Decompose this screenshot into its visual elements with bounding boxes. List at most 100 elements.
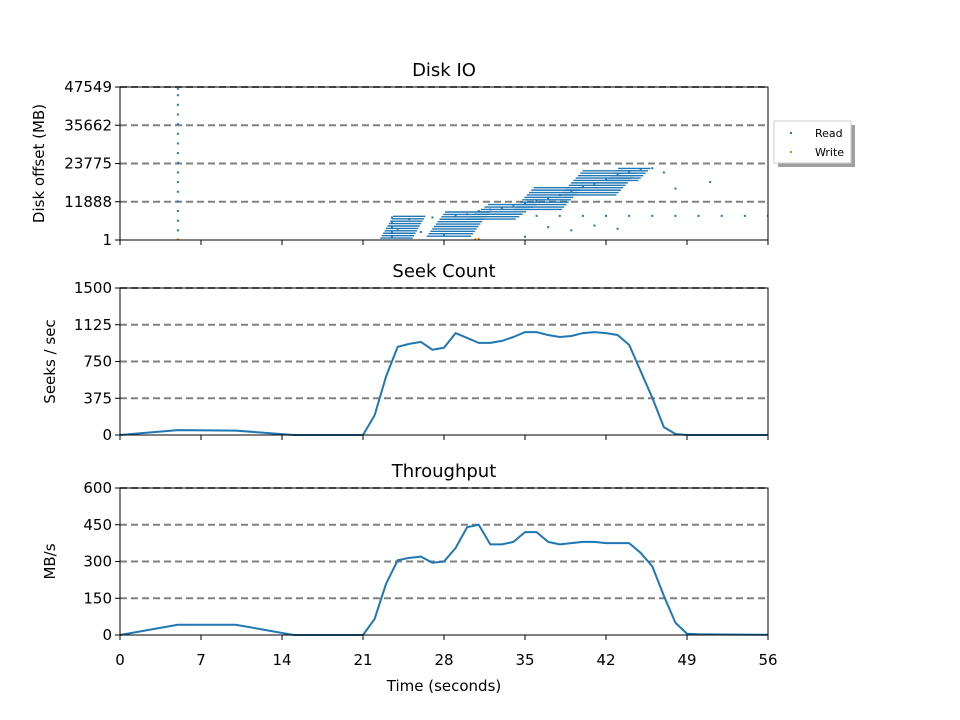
- data-point: [535, 214, 538, 217]
- data-point: [176, 87, 179, 90]
- data-point: [419, 230, 422, 233]
- data-point: [176, 229, 179, 232]
- legend-label: Write: [815, 146, 844, 159]
- data-point: [176, 219, 179, 222]
- data-point: [454, 214, 457, 217]
- data-point: [176, 238, 179, 240]
- y-tick-label: 375: [83, 389, 112, 407]
- data-point: [674, 214, 677, 217]
- x-tick-label: 14: [272, 651, 291, 669]
- y-tick-label: 1125: [74, 316, 112, 334]
- data-point: [176, 103, 179, 106]
- data-point: [390, 221, 393, 224]
- y-tick-label: 0: [102, 426, 112, 444]
- data-point: [176, 113, 179, 116]
- data-point: [176, 161, 179, 164]
- x-tick-label: 7: [196, 651, 206, 669]
- y-tick-label: 11888: [64, 193, 112, 211]
- data-point: [390, 230, 393, 233]
- data-point: [593, 224, 596, 227]
- data-point: [390, 216, 393, 219]
- axes-frame: [119, 86, 769, 241]
- chart-title: Seek Count: [392, 261, 495, 282]
- y-tick-label: 47549: [64, 78, 112, 96]
- x-tick-label: 0: [115, 651, 125, 669]
- data-point: [176, 200, 179, 203]
- data-point: [176, 181, 179, 184]
- data-point: [628, 214, 631, 217]
- data-point: [651, 214, 654, 217]
- data-point: [581, 214, 584, 217]
- axes-frame: [119, 287, 769, 436]
- data-point: [605, 177, 607, 180]
- y-axis-label: Seeks / sec: [41, 319, 59, 403]
- y-tick-label: 1500: [74, 279, 112, 297]
- data-point: [176, 210, 179, 213]
- data-point: [535, 200, 538, 203]
- data-point: [605, 214, 607, 217]
- data-point: [176, 152, 179, 155]
- y-tick-label: 300: [83, 553, 112, 571]
- y-tick-label: 0: [102, 626, 112, 644]
- data-point: [743, 214, 746, 217]
- data-point: [390, 226, 393, 229]
- y-tick-label: 600: [83, 479, 112, 497]
- data-point: [558, 214, 561, 217]
- data-point: [639, 168, 642, 171]
- data-point: [477, 237, 480, 240]
- data-point: [176, 123, 179, 126]
- data-point: [616, 227, 619, 230]
- data-point: [176, 132, 179, 135]
- throughput-panel: Throughput MB/s 0 150 300 450 600 0 7 14 21 28 35 42 4…: [41, 461, 778, 695]
- data-point: [176, 190, 179, 193]
- x-tick-label: 49: [677, 651, 696, 669]
- data-point: [628, 171, 631, 174]
- x-tick-label: 28: [434, 651, 453, 669]
- x-tick-label: 42: [596, 651, 615, 669]
- data-point: [570, 229, 573, 232]
- data-point: [709, 181, 712, 184]
- x-tick-label: 56: [758, 651, 777, 669]
- data-point: [176, 171, 179, 174]
- data-point: [176, 142, 179, 145]
- data-point: [720, 214, 723, 217]
- legend-box: [773, 120, 852, 164]
- scatter-points: [176, 87, 768, 240]
- data-point: [651, 167, 654, 170]
- seek-count-panel: Seek Count Seeks / sec 0 375 750 1125 1500: [41, 261, 769, 444]
- data-point: [512, 205, 515, 208]
- chart-title: Throughput: [391, 461, 497, 482]
- legend-marker: [790, 151, 792, 153]
- data-point: [443, 234, 445, 237]
- series-line: [119, 331, 768, 436]
- series-line: [119, 523, 769, 636]
- legend: Read Write: [773, 120, 855, 167]
- data-point: [524, 235, 526, 238]
- data-point: [616, 173, 619, 176]
- y-tick-label: 150: [83, 589, 112, 607]
- data-point: [524, 201, 526, 204]
- data-point: [674, 187, 677, 190]
- data-point: [474, 238, 477, 240]
- y-tick-label: 35662: [64, 116, 112, 134]
- data-point: [176, 94, 179, 97]
- y-tick-label: 750: [83, 353, 112, 371]
- legend-label: Read: [815, 127, 843, 140]
- data-point: [697, 214, 700, 217]
- y-axis-label: Disk offset (MB): [30, 104, 48, 223]
- legend-marker: [790, 132, 792, 134]
- x-axis-label: Time (seconds): [386, 677, 502, 695]
- data-point: [431, 216, 434, 219]
- data-point: [547, 226, 550, 229]
- chart-title: Disk IO: [412, 60, 476, 81]
- data-point: [581, 185, 584, 188]
- y-tick-label: 450: [83, 516, 112, 534]
- data-point: [570, 190, 573, 193]
- data-point: [477, 210, 480, 213]
- y-tick-label: 23775: [64, 155, 112, 173]
- data-point: [547, 197, 550, 200]
- x-tick-label: 35: [515, 651, 534, 669]
- y-tick-label: 1: [102, 231, 112, 249]
- data-point: [390, 235, 393, 238]
